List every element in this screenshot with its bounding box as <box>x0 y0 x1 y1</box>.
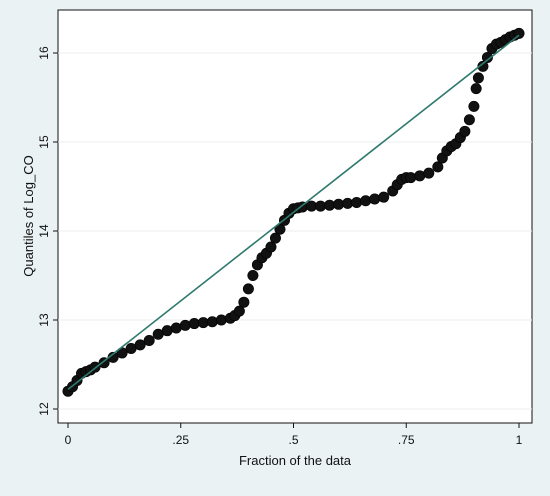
data-point <box>472 72 484 84</box>
data-point <box>481 51 493 63</box>
data-point <box>468 100 480 112</box>
data-point <box>351 197 363 209</box>
data-point <box>215 314 227 326</box>
x-tick-label-2: .5 <box>288 433 298 447</box>
y-tick-label-2: 14 <box>37 224 51 238</box>
data-point <box>463 114 475 126</box>
data-points <box>62 27 525 397</box>
x-tick-label-0: 0 <box>65 433 72 447</box>
data-point <box>233 305 245 317</box>
plot-area <box>57 9 533 424</box>
x-tick-label-3: .75 <box>398 433 415 447</box>
y-tick-label-4: 16 <box>37 46 51 60</box>
data-point <box>274 223 286 235</box>
data-point <box>206 316 218 328</box>
data-point <box>143 334 155 346</box>
y-tick-label-0: 12 <box>37 402 51 416</box>
data-point <box>265 241 277 253</box>
data-point <box>179 319 191 331</box>
data-point <box>269 232 281 244</box>
y-axis-title: Quantiles of Log_CO <box>21 155 36 276</box>
axes: 12 13 14 15 16 0 .25 .5 .75 1 <box>37 46 523 447</box>
y-tick-label-3: 15 <box>37 135 51 149</box>
data-point <box>423 167 435 179</box>
data-point <box>459 125 471 137</box>
reference-line <box>67 34 520 391</box>
x-tick-label-1: .25 <box>172 433 189 447</box>
data-point <box>238 296 250 308</box>
x-axis-title: Fraction of the data <box>239 453 352 468</box>
data-point <box>360 195 372 207</box>
reference-line-segment <box>67 34 520 391</box>
data-point <box>513 27 525 39</box>
data-point <box>242 283 254 295</box>
data-point <box>369 193 381 205</box>
data-point <box>477 60 489 72</box>
data-point <box>432 161 444 173</box>
data-point <box>470 83 482 95</box>
x-tick-label-4: 1 <box>516 433 523 447</box>
y-tick-label-1: 13 <box>37 313 51 327</box>
data-point <box>134 339 146 351</box>
data-point <box>247 269 259 281</box>
data-point <box>378 191 390 203</box>
data-point <box>405 172 417 184</box>
data-point <box>98 357 110 369</box>
